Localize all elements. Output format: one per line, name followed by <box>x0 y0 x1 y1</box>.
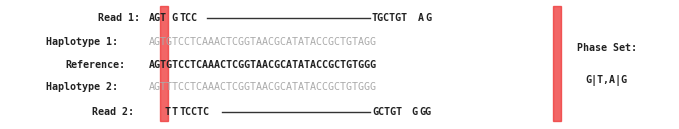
Text: Read 1:: Read 1: <box>98 13 140 23</box>
Text: AGTTTCCTCAAACTCGGTAACGCATATACCGCTGTGGG: AGTTTCCTCAAACTCGGTAACGCATATACCGCTGTGGG <box>149 82 377 92</box>
Text: GCTGT: GCTGT <box>372 107 402 118</box>
Text: G: G <box>172 13 178 23</box>
Text: G|T,A|G: G|T,A|G <box>585 75 627 86</box>
Text: G: G <box>412 107 418 118</box>
Text: G: G <box>425 13 431 23</box>
Bar <box>553 6 561 121</box>
Text: AGTGTCCTCAAACTCGGTAACGCATATACCGCTGTAGG: AGTGTCCTCAAACTCGGTAACGCATATACCGCTGTAGG <box>149 37 377 47</box>
Text: T: T <box>164 107 170 118</box>
Text: TCC: TCC <box>179 13 198 23</box>
Text: TCCTC: TCCTC <box>179 107 210 118</box>
Text: A: A <box>418 13 424 23</box>
Text: Reference:: Reference: <box>65 59 125 70</box>
Text: Read 2:: Read 2: <box>92 107 134 118</box>
Text: T: T <box>172 107 178 118</box>
Text: Phase Set:: Phase Set: <box>576 43 637 53</box>
Text: Haplotype 2:: Haplotype 2: <box>45 82 117 92</box>
Text: GG: GG <box>420 107 431 118</box>
Text: TGCTGT: TGCTGT <box>372 13 408 23</box>
Text: AGTGTCCTCAAACTCGGTAACGCATATACCGCTGTGGG: AGTGTCCTCAAACTCGGTAACGCATATACCGCTGTGGG <box>149 59 377 70</box>
Text: Haplotype 1:: Haplotype 1: <box>45 37 117 47</box>
Text: AGT: AGT <box>149 13 167 23</box>
Bar <box>160 6 168 121</box>
